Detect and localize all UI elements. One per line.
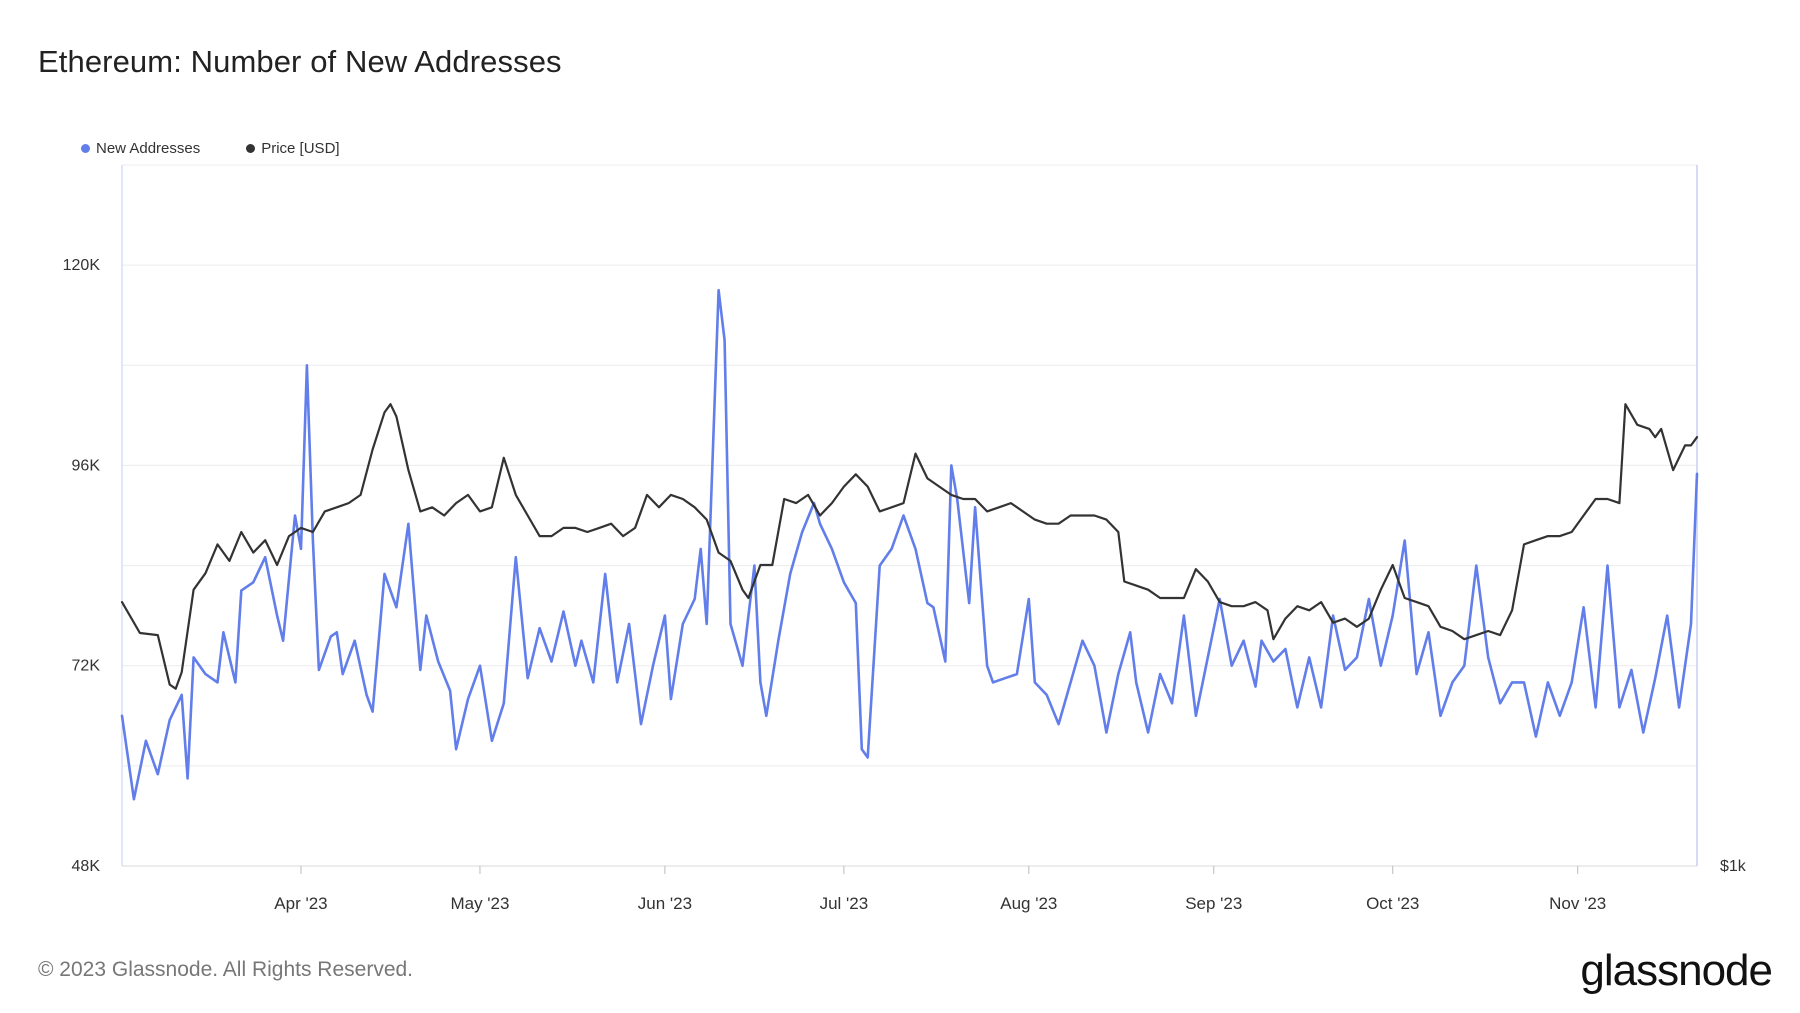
legend-item-new-addresses[interactable]: New Addresses xyxy=(81,140,200,157)
y-tick-label: 72K xyxy=(72,658,101,675)
glassnode-logo: glassnode xyxy=(1580,946,1773,995)
legend-dot-new-addresses xyxy=(81,144,90,153)
series-line-new-addresses xyxy=(120,288,1699,801)
legend-label-price: Price [USD] xyxy=(261,140,340,157)
y-right-tick-label: $1k xyxy=(1720,858,1747,875)
x-tick-label: Oct '23 xyxy=(1366,894,1419,913)
chart-title: Ethereum: Number of New Addresses xyxy=(38,44,562,79)
x-tick-label: Sep '23 xyxy=(1185,894,1242,913)
x-tick-label: Nov '23 xyxy=(1549,894,1606,913)
y-tick-label: 96K xyxy=(72,457,101,474)
legend-dot-price xyxy=(246,144,256,153)
y-tick-label: 48K xyxy=(72,858,101,875)
x-tick-label: May '23 xyxy=(450,894,509,913)
x-tick-label: Aug '23 xyxy=(1000,894,1057,913)
y-tick-label: 120K xyxy=(63,257,101,274)
legend-label-new-addresses: New Addresses xyxy=(96,140,201,157)
legend-item-price[interactable]: Price [USD] xyxy=(246,140,340,157)
legend: New Addresses Price [USD] xyxy=(81,140,340,157)
x-tick-label: Jun '23 xyxy=(638,894,692,913)
x-tick-label: Apr '23 xyxy=(274,894,327,913)
x-tick-label: Jul '23 xyxy=(820,894,869,913)
series-line-price xyxy=(120,403,1699,690)
copyright-footer: © 2023 Glassnode. All Rights Reserved. xyxy=(38,958,414,981)
